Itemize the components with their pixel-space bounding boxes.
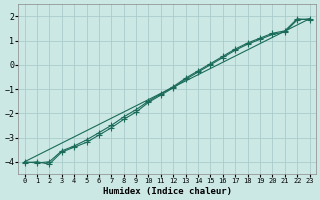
X-axis label: Humidex (Indice chaleur): Humidex (Indice chaleur) (103, 187, 232, 196)
